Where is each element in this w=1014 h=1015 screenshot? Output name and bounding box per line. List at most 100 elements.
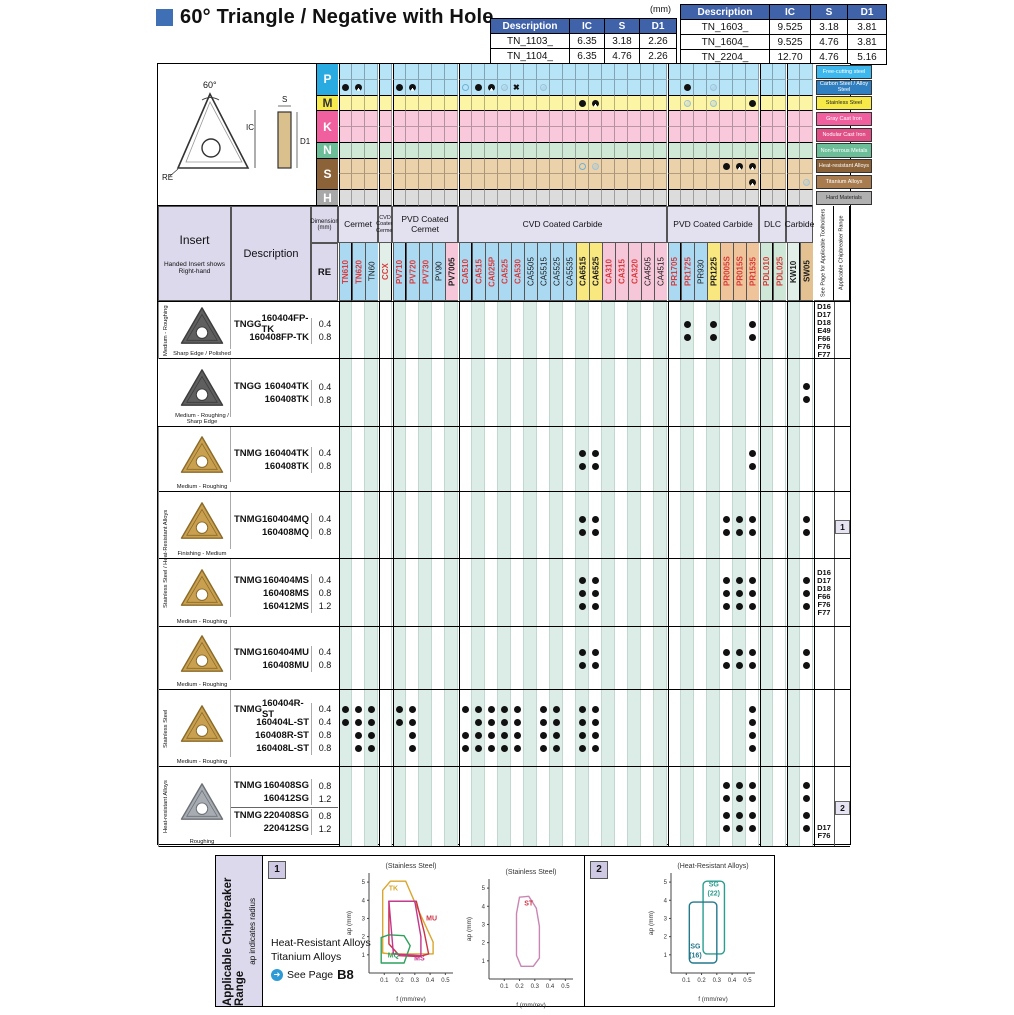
matrix-cell (800, 111, 813, 128)
re-value: 0.4 (311, 702, 338, 716)
grade-stripe (379, 359, 392, 426)
insert-series-prefix: TNGG (234, 381, 262, 392)
grade-stripe (760, 302, 773, 358)
mark-arrow (710, 99, 717, 107)
grade-stripe (445, 492, 458, 558)
grade-stripe (498, 627, 511, 689)
grade-stripe (787, 427, 800, 491)
matrix-cell (654, 174, 667, 191)
svg-text:SG: SG (709, 882, 720, 889)
grade-stripe (746, 492, 759, 558)
insert-code: 160404TK (264, 381, 309, 392)
grade-stripe (576, 690, 589, 766)
matrix-cell (352, 111, 365, 128)
grade-stripe (589, 690, 602, 766)
grade-stripe (365, 690, 378, 766)
description-line: 160408MU (234, 659, 309, 672)
insert-caption: Finishing - Medium (177, 551, 227, 557)
matrix-cell (419, 174, 432, 191)
re-value: 0.8 (311, 459, 338, 473)
grade-stripe (694, 302, 707, 358)
grade-stripe (352, 302, 365, 358)
matrix-cell (563, 158, 576, 175)
grade-stripe (432, 559, 445, 626)
insert-dimension-diagram: 60° IC RE S D1 (158, 64, 316, 206)
mark-full (749, 99, 756, 107)
matrix-cell (720, 127, 733, 143)
grade-dot (749, 449, 756, 457)
svg-text:0.5: 0.5 (441, 978, 450, 984)
see-page-b8-link[interactable]: ➜ See Page B8 (271, 968, 371, 982)
grade-stripe (563, 492, 576, 558)
matrix-cell (589, 174, 602, 191)
matrix-cell (654, 111, 667, 128)
matrix-cell (524, 95, 537, 112)
material-matrix: 60° IC RE S D1 P Free-cutting steel ✖ Carbon Ste… (158, 64, 872, 206)
grade-col-CA525: CA525 (498, 243, 511, 301)
grade-dot (710, 320, 717, 328)
legend-strip-sub: ap indicates radius (247, 897, 257, 965)
matrix-cell (654, 79, 667, 96)
grade-stripe (550, 427, 563, 491)
grade-group-0: Cermet (338, 206, 378, 243)
svg-text:2: 2 (664, 935, 668, 941)
grade-dot (803, 576, 810, 584)
grade-dot (592, 602, 599, 610)
grade-dot (749, 782, 756, 789)
grade-col-CA320: CA320 (628, 243, 641, 301)
matrix-cell (445, 142, 458, 159)
grade-dot (723, 648, 730, 656)
matrix-cell (733, 127, 746, 143)
matrix-cell (746, 142, 759, 159)
chipbreaker-ref-box[interactable]: 1 (835, 519, 850, 534)
matrix-cell (550, 174, 563, 191)
insert-series-prefix: TNMG (234, 447, 262, 459)
grade-stripe (773, 359, 786, 426)
matrix-cell (550, 142, 563, 159)
matrix-cell (720, 142, 733, 159)
grade-stripe (511, 559, 524, 626)
spec-cell: 6.35 (569, 48, 605, 64)
matrix-cell (379, 158, 392, 175)
insert-header-label: Insert (179, 232, 210, 247)
matrix-cell (550, 190, 563, 206)
matrix-cell (641, 64, 654, 80)
grade-stripe (498, 302, 511, 358)
grade-col-TN610: TN610 (339, 243, 352, 301)
matrix-cell (746, 190, 759, 206)
matrix-cell (498, 142, 511, 159)
grade-stripe (352, 627, 365, 689)
matrix-cell (524, 79, 537, 96)
grade-dot (409, 744, 416, 752)
grade-stripe (339, 302, 352, 358)
grade-dot (355, 731, 362, 739)
matrix-cell (352, 174, 365, 191)
grade-stripe (602, 359, 615, 426)
matrix-cell (472, 111, 485, 128)
spec-cell: 4.76 (604, 48, 640, 64)
spec-cell: TN_1104_ (490, 48, 570, 64)
insert-series-prefix: TNMG (234, 810, 262, 821)
grade-dot (579, 602, 586, 610)
see-page-list: D16 D17 D18 F66 F76 F77 (814, 559, 834, 627)
grade-col-PDL025: PDL025 (773, 243, 786, 301)
matrix-cell (563, 174, 576, 191)
matrix-cell (641, 95, 654, 112)
grade-stripe (654, 492, 667, 558)
see-page-code: E49 (817, 325, 831, 335)
matrix-cell (472, 142, 485, 159)
see-page-column (814, 627, 834, 689)
matrix-cell (352, 64, 365, 80)
matrix-cell (668, 79, 681, 96)
grade-dot (592, 648, 599, 656)
svg-text:f (mm/rev): f (mm/rev) (396, 996, 426, 1003)
grade-stripe (800, 627, 813, 689)
svg-text:(Heat-Resistant Alloys): (Heat-Resistant Alloys) (677, 863, 748, 870)
insert-code: 160408SG (263, 780, 309, 791)
grade-stripe (406, 359, 419, 426)
chipbreaker-ref-box[interactable]: 2 (835, 801, 850, 815)
grade-stripe (628, 767, 641, 846)
re-value: 0.4 (311, 645, 338, 659)
grade-stripe (524, 690, 537, 766)
grade-dot (579, 589, 586, 597)
